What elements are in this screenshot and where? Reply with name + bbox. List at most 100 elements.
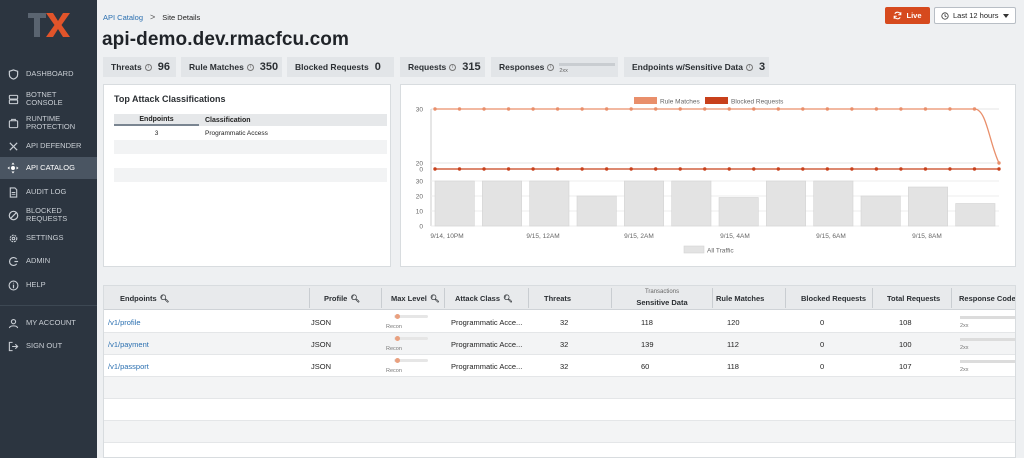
search-icon[interactable]: 🔍︎ <box>503 293 513 303</box>
blocked-requests-point <box>653 167 658 171</box>
header-threats[interactable]: Threats <box>544 286 571 310</box>
search-icon[interactable]: 🔍︎ <box>429 293 440 303</box>
header-blocked-requests[interactable]: Blocked Requests <box>801 286 866 310</box>
info-icon[interactable]: i <box>449 63 457 71</box>
sidebar-item-help[interactable]: HELP <box>0 278 97 292</box>
max-level-label: Recon <box>386 324 402 330</box>
max-level-bar <box>394 315 428 318</box>
sidebar-item-audit-log[interactable]: AUDIT LOG <box>0 185 97 199</box>
sidebar-item-sign-out[interactable]: SIGN OUT <box>0 339 97 353</box>
table-row[interactable]: /v1/profile JSON Recon Programmatic Acce… <box>104 311 1015 333</box>
stat-threats: Threats i 96 <box>103 57 176 77</box>
header-label: Rule Matches <box>716 293 765 303</box>
sidebar: DASHBOARD BOTNET CONSOLE RUNTIME PROTECT… <box>0 0 97 458</box>
info-icon[interactable]: i <box>746 63 753 71</box>
blocked-requests-point <box>703 167 707 171</box>
response-code-bar <box>960 316 1015 319</box>
sidebar-item-my-account[interactable]: MY ACCOUNT <box>0 316 97 330</box>
sidebar-label: API DEFENDER <box>26 141 82 150</box>
runtime-icon <box>7 117 19 129</box>
column-divider <box>872 288 873 308</box>
stat-value: 0 <box>374 61 381 73</box>
endpoint-link[interactable]: /v1/profile <box>108 318 141 327</box>
endpoint-link[interactable]: /v1/passport <box>108 362 149 371</box>
attack-row[interactable]: 3 Programmatic Access <box>114 126 387 140</box>
sidebar-item-blocked-requests[interactable]: BLOCKED REQUESTS <box>0 206 97 224</box>
info-icon[interactable]: i <box>547 63 555 71</box>
defender-icon <box>7 140 19 152</box>
legend-label-rule-matches: Rule Matches <box>660 99 700 106</box>
rule-matches-point <box>972 107 977 111</box>
refresh-icon <box>894 11 902 20</box>
stat-value: 3 <box>759 61 766 73</box>
sidebar-item-admin[interactable]: ADMIN <box>0 254 97 268</box>
rule-matches-point <box>923 107 928 111</box>
header-endpoints[interactable]: Endpoints 🔍︎ <box>120 286 169 310</box>
header-attack-class[interactable]: Attack Class 🔍︎ <box>455 286 513 310</box>
time-range-dropdown[interactable]: Last 12 hours <box>934 7 1016 24</box>
blocked-requests-point <box>506 167 511 171</box>
threats-cell: 32 <box>560 318 569 327</box>
sidebar-item-api-defender[interactable]: API DEFENDER <box>0 137 97 155</box>
table-row[interactable]: /v1/passport JSON Recon Programmatic Acc… <box>104 355 1015 377</box>
info-icon[interactable]: i <box>246 63 254 71</box>
table-row[interactable]: /v1/payment JSON Recon Programmatic Acce… <box>104 333 1015 355</box>
breadcrumb-api-catalog[interactable]: API Catalog <box>103 12 144 22</box>
blocked-requests-point <box>825 167 830 171</box>
rule-matches-cell: 112 <box>727 340 739 349</box>
header-profile[interactable]: Profile 🔍︎ <box>324 286 360 310</box>
threats-cell: 32 <box>560 340 569 349</box>
traffic-bar <box>482 180 522 227</box>
chevron-down-icon <box>1003 14 1009 18</box>
search-icon[interactable]: 🔍︎ <box>159 293 170 303</box>
col-classification[interactable]: Classification <box>205 116 251 124</box>
blocked-requests-cell: 0 <box>820 340 825 349</box>
rule-matches-point <box>457 107 462 111</box>
sidebar-label: HELP <box>26 280 46 289</box>
y-tick-label: 30 <box>416 179 424 186</box>
sensitive-data-cell: 139 <box>641 340 654 349</box>
traffic-bar <box>908 186 948 227</box>
col-endpoints[interactable]: Endpoints <box>114 114 199 126</box>
x-tick-label: 9/15, 12AM <box>526 233 559 240</box>
header-sensitive-data[interactable]: Transactions Sensitive Data <box>612 286 712 310</box>
blocked-requests-point <box>604 167 609 171</box>
rule-matches-point <box>874 107 879 111</box>
live-button[interactable]: Live <box>885 7 930 24</box>
catalog-icon <box>7 162 19 174</box>
rule-matches-point <box>948 107 952 111</box>
blocked-requests-cell: 0 <box>820 362 825 371</box>
info-icon[interactable]: i <box>144 63 152 71</box>
rule-matches-point <box>653 107 658 111</box>
blocked-requests-point <box>923 167 928 171</box>
attack-class-cell: Programmatic Acce... <box>451 362 523 371</box>
traffic-bar <box>434 180 475 227</box>
stat-label: Threats <box>111 62 142 72</box>
blocked-requests-point <box>629 167 633 171</box>
header-response-codes[interactable]: Response Codes <box>959 286 1016 310</box>
sidebar-item-api-catalog[interactable]: API CATALOG <box>0 157 97 179</box>
sidebar-item-dashboard[interactable]: DASHBOARD <box>0 67 97 81</box>
sidebar-label: RUNTIME PROTECTION <box>26 114 76 131</box>
attack-endpoints-count: 3 <box>154 129 159 137</box>
header-label: Response Codes <box>959 293 1016 303</box>
blocked-icon <box>7 209 19 221</box>
header-rule-matches[interactable]: Rule Matches <box>716 286 764 310</box>
stat-sensitive-endpoints: Endpoints w/Sensitive Data i 3 <box>624 57 769 77</box>
header-max-level[interactable]: Max Level 🔍︎ <box>391 286 439 310</box>
sidebar-item-botnet-console[interactable]: BOTNET CONSOLE <box>0 90 97 108</box>
header-total-requests[interactable]: Total Requests <box>887 286 940 310</box>
search-icon[interactable]: 🔍︎ <box>350 293 360 303</box>
max-level-bar <box>394 359 428 362</box>
blocked-requests-point <box>752 167 756 171</box>
column-divider <box>381 288 382 308</box>
tx-logo[interactable] <box>26 10 70 40</box>
blocked-requests-cell: 0 <box>820 318 825 327</box>
blocked-requests-point <box>997 167 1001 171</box>
endpoint-link[interactable]: /v1/payment <box>108 340 149 349</box>
sidebar-item-settings[interactable]: SETTINGS <box>0 231 97 245</box>
sidebar-item-runtime-protection[interactable]: RUNTIME PROTECTION <box>0 114 97 132</box>
rule-matches-point <box>629 107 633 111</box>
blocked-requests-point <box>801 167 805 171</box>
traffic-bar <box>860 195 901 227</box>
